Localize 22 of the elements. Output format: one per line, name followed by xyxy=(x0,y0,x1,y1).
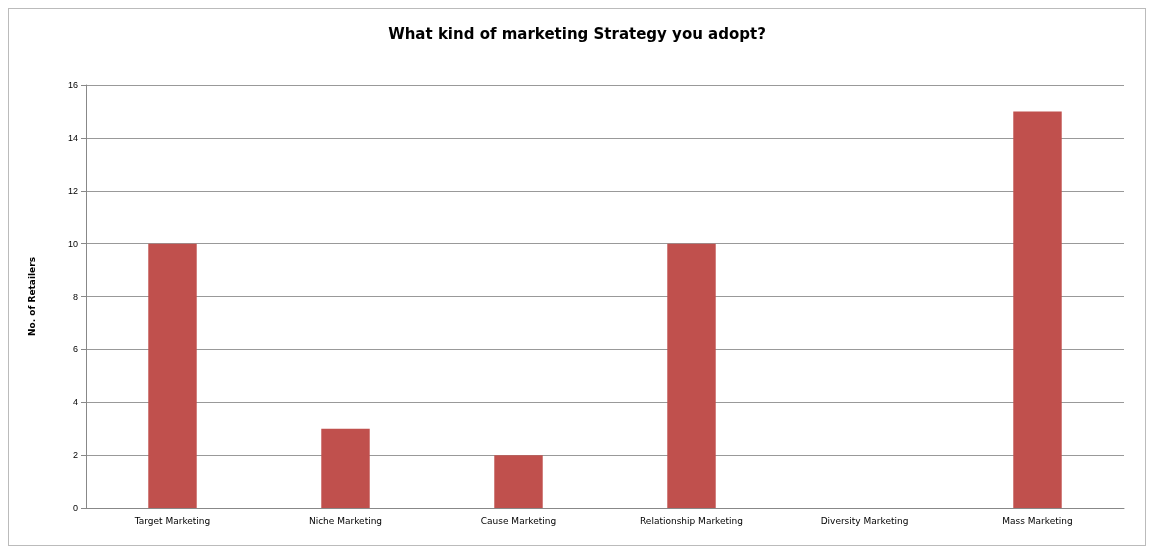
x-tick-label: Target Marketing xyxy=(133,515,211,526)
bar xyxy=(494,455,543,508)
y-tick-label: 2 xyxy=(72,450,78,461)
x-tick-label: Diversity Marketing xyxy=(820,515,909,526)
x-tick-label: Cause Marketing xyxy=(480,515,557,526)
bar xyxy=(321,428,370,508)
x-tick-label: Niche Marketing xyxy=(308,515,383,526)
y-tick-label: 8 xyxy=(72,291,78,302)
bar xyxy=(1013,111,1062,508)
y-tick-label: 0 xyxy=(72,503,78,513)
y-tick-label: 12 xyxy=(67,185,78,196)
chart-title: What kind of marketing Strategy you adopt? xyxy=(388,24,766,43)
x-tick-label: Relationship Marketing xyxy=(640,515,743,526)
y-tick-label: 10 xyxy=(67,238,78,249)
bar xyxy=(667,243,716,508)
bar xyxy=(148,243,197,508)
y-tick-label: 14 xyxy=(67,132,78,143)
x-tick-label: Mass Marketing xyxy=(1002,515,1073,526)
y-tick-label: 4 xyxy=(72,397,78,408)
y-axis-title: No. of Retailers xyxy=(26,257,37,336)
y-tick-label: 6 xyxy=(72,344,78,355)
y-tick-label: 16 xyxy=(67,80,78,90)
